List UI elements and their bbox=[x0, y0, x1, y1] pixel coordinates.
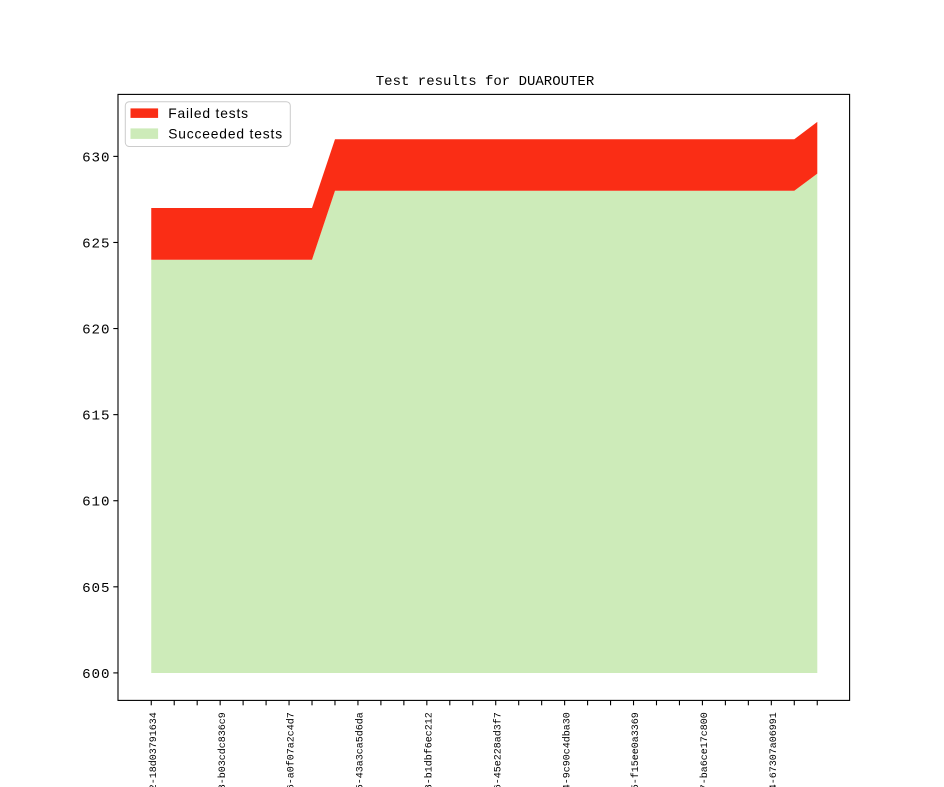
svg-text:625: 625 bbox=[82, 236, 110, 252]
svg-text:630: 630 bbox=[82, 150, 110, 166]
svg-text:175-43a3ca5d6da: 175-43a3ca5d6da bbox=[355, 712, 367, 787]
svg-text:726-a0f07a2c4d7: 726-a0f07a2c4d7 bbox=[286, 712, 298, 787]
svg-text:305-f15ee0a3369: 305-f15ee0a3369 bbox=[630, 712, 642, 787]
svg-text:277-ba6ce17c800: 277-ba6ce17c800 bbox=[699, 712, 711, 787]
svg-text:948-b03cdc836c9: 948-b03cdc836c9 bbox=[217, 712, 229, 787]
svg-text:352-18d03791634: 352-18d03791634 bbox=[148, 712, 160, 787]
svg-text:600: 600 bbox=[82, 667, 110, 683]
svg-text:254-9c90c4dba30: 254-9c90c4dba30 bbox=[561, 712, 573, 787]
svg-text:615: 615 bbox=[82, 409, 110, 425]
svg-text:610: 610 bbox=[82, 495, 110, 511]
svg-text:620: 620 bbox=[82, 323, 110, 339]
svg-text:Failed tests: Failed tests bbox=[168, 106, 249, 121]
svg-text:344-67307a06991: 344-67307a06991 bbox=[769, 712, 780, 787]
svg-text:Test results for DUAROUTER: Test results for DUAROUTER bbox=[376, 74, 595, 90]
svg-text:Succeeded tests: Succeeded tests bbox=[168, 126, 283, 141]
svg-text:908-b1dbf6ec212: 908-b1dbf6ec212 bbox=[424, 712, 436, 787]
svg-text:336-45e228ad3f7: 336-45e228ad3f7 bbox=[492, 712, 504, 787]
svg-text:605: 605 bbox=[82, 581, 110, 597]
